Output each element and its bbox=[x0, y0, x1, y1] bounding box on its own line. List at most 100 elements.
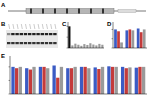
bar-chart bbox=[112, 22, 148, 48]
gene-schematic bbox=[8, 9, 146, 14]
lane-label-stroke bbox=[51, 24, 52, 29]
bar bbox=[115, 67, 118, 94]
y-tick bbox=[112, 38, 114, 39]
y-axis bbox=[113, 22, 114, 48]
band bbox=[36, 42, 39, 44]
bar bbox=[128, 67, 131, 94]
bar bbox=[86, 45, 88, 48]
panel-label: B bbox=[1, 21, 6, 27]
y-tick bbox=[112, 29, 114, 30]
bar bbox=[39, 67, 42, 94]
bar bbox=[120, 42, 123, 48]
band bbox=[53, 33, 56, 35]
band bbox=[20, 42, 23, 44]
lane-label-stroke bbox=[17, 24, 18, 29]
bar bbox=[11, 67, 14, 94]
x-axis bbox=[10, 94, 147, 95]
panel-label: C bbox=[62, 21, 67, 27]
gene-body bbox=[26, 9, 114, 14]
bar bbox=[107, 66, 110, 94]
bar bbox=[25, 68, 28, 94]
bar bbox=[29, 70, 32, 94]
bar bbox=[114, 29, 117, 48]
bar bbox=[92, 45, 94, 48]
bar bbox=[19, 67, 22, 94]
band bbox=[15, 42, 18, 44]
lane-label-stroke bbox=[38, 24, 39, 29]
bar bbox=[101, 67, 104, 94]
band bbox=[20, 33, 23, 35]
bar bbox=[80, 67, 83, 94]
y-axis bbox=[68, 22, 69, 48]
bars bbox=[11, 66, 145, 95]
bar bbox=[52, 66, 55, 95]
bar bbox=[121, 67, 124, 94]
lane-label-stroke bbox=[9, 24, 10, 29]
panel-label: A bbox=[1, 2, 6, 8]
lane-label-stroke bbox=[34, 24, 35, 29]
bar bbox=[60, 67, 63, 94]
bar bbox=[125, 30, 128, 48]
lane-label-stroke bbox=[21, 24, 22, 29]
band bbox=[41, 42, 44, 44]
bar bbox=[84, 67, 87, 94]
bar bbox=[89, 43, 91, 48]
band bbox=[32, 33, 35, 35]
bar bbox=[66, 68, 69, 94]
bar bbox=[128, 29, 131, 48]
y-tick bbox=[112, 48, 114, 49]
band bbox=[49, 42, 52, 44]
bar bbox=[46, 68, 49, 94]
band bbox=[49, 33, 52, 35]
blot-membrane bbox=[6, 30, 58, 48]
bar bbox=[117, 31, 120, 48]
bar bbox=[32, 67, 35, 94]
band bbox=[24, 42, 27, 44]
bar bbox=[15, 68, 18, 94]
band bbox=[45, 42, 48, 44]
exon bbox=[30, 9, 32, 14]
band bbox=[28, 42, 31, 44]
y-tick bbox=[9, 94, 11, 95]
bar bbox=[135, 68, 138, 94]
figure: ABCDE bbox=[0, 0, 150, 98]
y-tick bbox=[67, 48, 69, 49]
bar bbox=[111, 67, 114, 94]
bars bbox=[114, 29, 145, 49]
bar bbox=[143, 29, 146, 48]
bar-chart bbox=[9, 56, 148, 94]
lane-label-stroke bbox=[13, 24, 14, 29]
bar bbox=[138, 67, 141, 94]
band bbox=[7, 42, 10, 44]
band bbox=[53, 42, 56, 44]
bar-chart bbox=[67, 22, 105, 48]
panel-label: D bbox=[107, 21, 112, 27]
bar bbox=[56, 78, 59, 94]
exon bbox=[42, 9, 44, 14]
y-axis bbox=[10, 56, 11, 94]
lane-label-stroke bbox=[55, 24, 56, 29]
bar bbox=[94, 67, 97, 94]
exon bbox=[102, 9, 104, 14]
bar bbox=[137, 29, 140, 49]
band bbox=[32, 42, 35, 44]
lane-label-stroke bbox=[26, 24, 27, 29]
bar bbox=[97, 69, 100, 94]
band bbox=[7, 33, 10, 35]
y-tick bbox=[9, 66, 11, 67]
bar bbox=[95, 45, 97, 48]
exon bbox=[54, 9, 56, 14]
exon bbox=[90, 9, 92, 14]
western-blot bbox=[6, 24, 58, 48]
bar bbox=[87, 68, 90, 94]
utr bbox=[118, 10, 136, 13]
band bbox=[41, 33, 44, 35]
band bbox=[15, 33, 18, 35]
lane-label-stroke bbox=[30, 24, 31, 29]
lane-label-stroke bbox=[42, 24, 43, 29]
bar bbox=[80, 46, 82, 48]
bar bbox=[98, 44, 100, 48]
exon bbox=[78, 9, 80, 14]
band bbox=[24, 33, 27, 35]
bar bbox=[70, 68, 73, 94]
